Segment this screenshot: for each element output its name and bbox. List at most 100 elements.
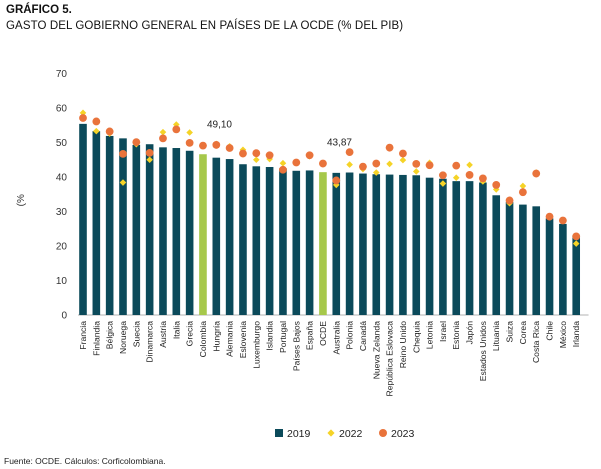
marker-2023 — [385, 143, 394, 152]
x-tick-label: Países Bajos — [291, 321, 301, 371]
y-tick-label: 10 — [56, 276, 68, 287]
bar-2019 — [465, 181, 474, 315]
y-tick-label: 60 — [56, 104, 68, 115]
bar-2019 — [412, 175, 421, 315]
chart-subtitle: GASTO DEL GOBIERNO GENERAL EN PAÍSES DE … — [6, 20, 404, 32]
marker-2023 — [452, 161, 461, 170]
marker-2023 — [359, 162, 367, 171]
marker-2022 — [186, 129, 193, 136]
x-tick-label: Japón — [465, 321, 475, 345]
bar-2019 — [159, 147, 167, 315]
legend: 2019 2022 2023 — [275, 428, 415, 440]
marker-2023 — [412, 159, 421, 168]
markers-2023 — [79, 114, 581, 241]
marker-2023 — [212, 141, 221, 149]
marker-2023 — [132, 138, 141, 147]
marker-2022 — [572, 240, 580, 247]
marker-2023 — [425, 161, 434, 170]
bar-2019 — [212, 157, 221, 315]
x-tick-label: Colombia — [198, 321, 208, 358]
marker-2023 — [372, 159, 381, 168]
legend-label: 2019 — [287, 428, 311, 440]
y-tick-label: 50 — [56, 138, 68, 149]
x-tick-label: Letonia — [425, 321, 435, 349]
bar-2019 — [559, 223, 567, 315]
bar-2019 — [119, 138, 127, 315]
bar-2019 — [305, 170, 314, 315]
x-tick-label: Chequia — [411, 321, 421, 353]
marker-2022 — [279, 159, 287, 167]
marker-2022 — [346, 161, 353, 168]
marker-2023 — [319, 159, 327, 168]
bar-2019 — [239, 164, 247, 315]
marker-2023 — [79, 114, 87, 122]
bar-2019 — [292, 170, 301, 315]
x-tick-label: Eslovenia — [238, 321, 248, 358]
x-axis-labels: Francia Finlandia Bélgica Noruega Suecia Dina… — [78, 321, 581, 397]
x-tick-label: Corea — [518, 321, 528, 345]
marker-2023 — [332, 176, 341, 185]
bar-2019 — [105, 135, 114, 315]
chart-title: GRÁFICO 5. — [6, 4, 72, 16]
bar-2019 — [572, 235, 581, 315]
bar-2019 — [332, 172, 341, 315]
marker-2023 — [159, 134, 167, 143]
x-tick-label: Noruega — [118, 321, 128, 354]
x-tick-label: Dinamarca — [145, 321, 155, 363]
x-tick-label: República Eslovaca — [385, 321, 395, 397]
x-tick-label: Israel — [438, 321, 448, 342]
marker-2022 — [159, 128, 167, 136]
marker-2023 — [239, 149, 247, 158]
data-label-annotation: 49,10 — [207, 120, 232, 131]
marker-2023 — [505, 196, 514, 205]
marker-2023 — [545, 212, 554, 221]
marker-2022 — [399, 156, 407, 164]
marker-2022 — [412, 168, 420, 175]
marker-2022 — [93, 127, 100, 135]
bar-2019 — [279, 168, 287, 315]
marker-2023 — [399, 149, 407, 158]
y-tick-label: 40 — [56, 173, 68, 184]
x-tick-label: Hungría — [211, 321, 221, 352]
bar-2019 — [132, 144, 141, 315]
y-tick-label: 20 — [56, 242, 68, 253]
data-label-annotation: 43,87 — [327, 138, 352, 149]
bar-2019 — [492, 195, 501, 315]
bar-2019 — [252, 166, 261, 315]
markers-2022 — [79, 109, 580, 247]
annotations: 49,10 43,87 — [207, 120, 352, 149]
marker-2023 — [172, 125, 181, 134]
x-tick-label: México — [558, 321, 568, 348]
bar-2019 — [479, 182, 487, 315]
bar-2019 — [425, 177, 434, 315]
x-tick-label: Luxemburgo — [251, 321, 261, 369]
marker-2022 — [492, 186, 500, 193]
y-tick-label: 0 — [61, 311, 67, 322]
x-tick-label: Costa Rica — [531, 321, 541, 363]
marker-2023 — [572, 232, 581, 241]
legend-swatch-2022 — [327, 429, 335, 437]
legend-label: 2023 — [391, 428, 415, 440]
x-tick-label: Italia — [171, 321, 181, 339]
bar-2019 — [505, 202, 514, 315]
marker-2022 — [252, 156, 260, 164]
bar-2019 — [225, 159, 234, 315]
marker-2023 — [145, 148, 154, 157]
bar-2019 — [185, 150, 194, 315]
bar-2019 — [199, 154, 207, 315]
legend-swatch-2019 — [275, 429, 283, 437]
marker-2023 — [305, 151, 314, 160]
x-tick-label: Polonia — [345, 321, 355, 350]
x-tick-label: Australia — [331, 321, 341, 355]
x-tick-label: Estados Unidos — [478, 321, 488, 381]
x-tick-label: Chile — [545, 321, 555, 341]
bar-2019 — [319, 172, 327, 315]
x-tick-label: Nueva Zelanda — [371, 321, 381, 380]
x-tick-label: Estonia — [451, 321, 461, 350]
legend-swatch-2023 — [379, 429, 387, 437]
bar-2019 — [545, 218, 554, 315]
bar-2019 — [519, 204, 527, 315]
marker-2022 — [519, 182, 527, 190]
x-tick-label: Bélgica — [105, 321, 115, 349]
marker-2023 — [518, 188, 527, 197]
